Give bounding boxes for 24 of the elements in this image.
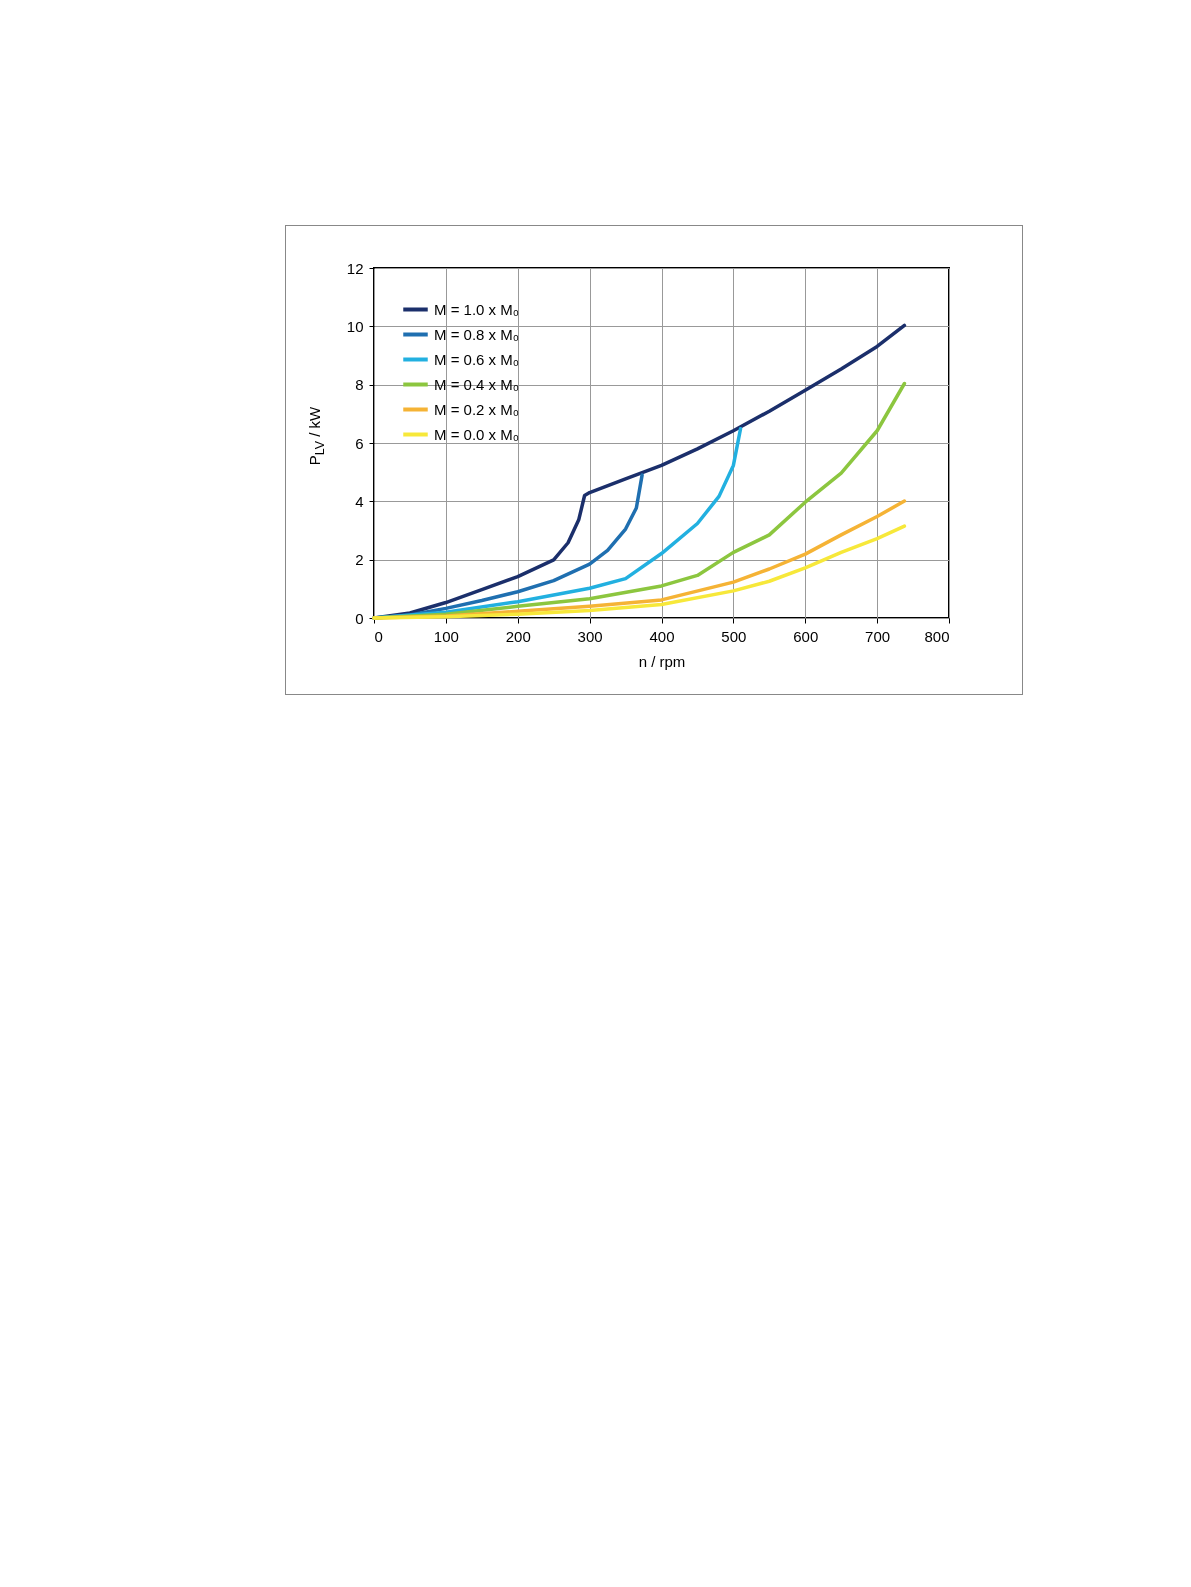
x-axis-title: n / rpm [638,652,686,670]
x-tick-label: 0 [374,627,383,645]
legend-label: M = 0.6 x M₀ [434,350,519,368]
x-tick-label: 500 [721,627,747,645]
x-tick-label: 700 [865,627,891,645]
legend-label: M = 1.0 x M₀ [434,300,519,318]
y-tick-label: 4 [355,492,364,510]
x-tick-label: 300 [577,627,603,645]
y-tick-label: 2 [355,551,364,569]
x-tick-label: 800 [924,627,950,645]
legend-label: M = 0.2 x M₀ [434,400,519,418]
x-tick-label: 100 [433,627,459,645]
x-tick-label: 200 [505,627,531,645]
y-tick-label: 0 [355,609,364,627]
line-series [372,524,907,620]
legend-label: M = 0.4 x M₀ [434,375,519,393]
y-tick-label: 8 [355,376,364,394]
y-tick-label: 6 [355,434,364,452]
x-tick-label: 600 [793,627,819,645]
x-tick-label: 400 [649,627,675,645]
legend-label: M = 0.0 x M₀ [434,425,519,443]
y-tick-label: 12 [346,259,364,277]
y-tick-label: 10 [346,317,364,335]
legend-label: M = 0.8 x M₀ [434,325,519,343]
